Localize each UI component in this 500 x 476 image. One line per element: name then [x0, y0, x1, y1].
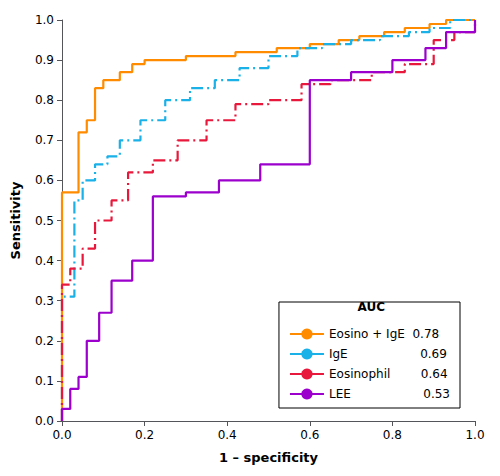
svg-text:0.7: 0.7	[35, 133, 54, 147]
svg-text:0.8: 0.8	[383, 428, 402, 442]
svg-text:0.4: 0.4	[35, 254, 54, 268]
svg-text:LEE 0.53: LEE 0.53	[329, 387, 450, 401]
svg-text:0.1: 0.1	[35, 374, 54, 388]
svg-text:AUC: AUC	[358, 300, 386, 314]
svg-text:1 – specificity: 1 – specificity	[219, 450, 319, 465]
svg-text:0.5: 0.5	[35, 214, 54, 228]
svg-text:0.2: 0.2	[135, 428, 154, 442]
svg-text:0.6: 0.6	[300, 428, 319, 442]
svg-text:IgE 0.69: IgE 0.69	[329, 347, 447, 361]
svg-text:0.3: 0.3	[35, 294, 54, 308]
svg-text:0.0: 0.0	[52, 428, 71, 442]
svg-text:1.0: 1.0	[465, 428, 484, 442]
svg-text:0.0: 0.0	[35, 414, 54, 428]
svg-text:0.2: 0.2	[35, 334, 54, 348]
svg-text:0.8: 0.8	[35, 93, 54, 107]
svg-text:1.0: 1.0	[35, 13, 54, 27]
svg-text:Eosino + IgE 0.78: Eosino + IgE 0.78	[329, 327, 439, 341]
svg-text:Sensitivity: Sensitivity	[8, 181, 23, 259]
svg-text:0.6: 0.6	[35, 173, 54, 187]
svg-text:0.9: 0.9	[35, 53, 54, 67]
svg-text:Eosinophil 0.64: Eosinophil 0.64	[329, 367, 448, 381]
svg-text:0.4: 0.4	[218, 428, 237, 442]
